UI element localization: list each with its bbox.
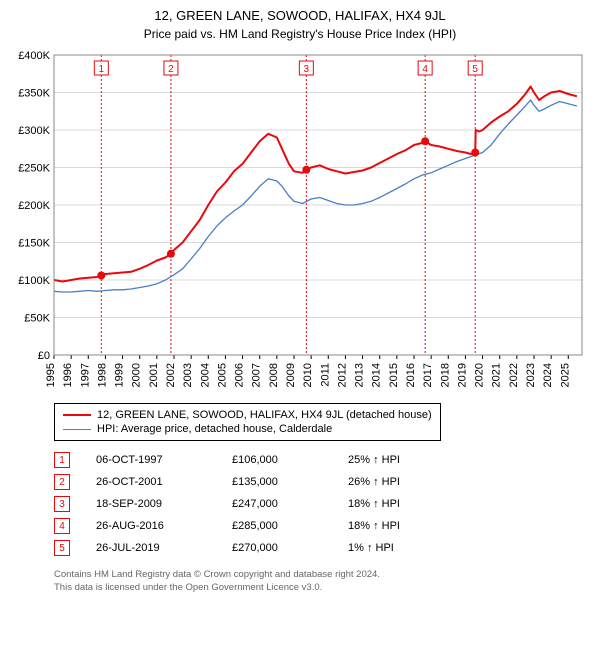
svg-text:1995: 1995 [45, 363, 57, 387]
svg-text:2011: 2011 [319, 363, 331, 387]
sale-marker-box: 4 [54, 518, 70, 534]
legend-swatch [63, 414, 91, 416]
chart-title: 12, GREEN LANE, SOWOOD, HALIFAX, HX4 9JL [10, 8, 590, 23]
legend-label: 12, GREEN LANE, SOWOOD, HALIFAX, HX4 9JL… [97, 409, 432, 421]
sale-date: 26-AUG-2016 [96, 520, 206, 532]
svg-text:2020: 2020 [474, 363, 486, 387]
svg-text:4: 4 [422, 64, 428, 75]
sale-price: £270,000 [232, 542, 322, 554]
svg-text:2015: 2015 [388, 363, 400, 387]
svg-text:2005: 2005 [216, 363, 228, 387]
sale-price: £106,000 [232, 454, 322, 466]
svg-text:2006: 2006 [234, 363, 246, 387]
svg-text:2022: 2022 [508, 363, 520, 387]
svg-text:2012: 2012 [336, 363, 348, 387]
svg-text:2023: 2023 [525, 363, 537, 387]
sale-row: 1 06-OCT-1997 £106,000 25% ↑ HPI [54, 449, 590, 471]
svg-text:1: 1 [99, 64, 105, 75]
svg-text:2017: 2017 [422, 363, 434, 387]
svg-text:£50K: £50K [24, 313, 50, 325]
svg-text:2024: 2024 [542, 363, 554, 387]
svg-text:2021: 2021 [491, 363, 503, 387]
sale-row: 4 26-AUG-2016 £285,000 18% ↑ HPI [54, 515, 590, 537]
svg-text:2018: 2018 [439, 363, 451, 387]
svg-text:1999: 1999 [114, 363, 126, 387]
sale-row: 5 26-JUL-2019 £270,000 1% ↑ HPI [54, 537, 590, 559]
svg-text:£0: £0 [38, 350, 50, 362]
sale-diff: 26% ↑ HPI [348, 476, 438, 488]
svg-text:£100K: £100K [18, 275, 50, 287]
svg-text:2000: 2000 [131, 363, 143, 387]
sale-diff: 18% ↑ HPI [348, 520, 438, 532]
svg-text:2009: 2009 [285, 363, 297, 387]
sales-table: 1 06-OCT-1997 £106,000 25% ↑ HPI 2 26-OCT-200… [54, 449, 590, 559]
sale-marker-box: 2 [54, 474, 70, 490]
svg-text:£400K: £400K [18, 50, 50, 62]
sale-row: 3 18-SEP-2009 £247,000 18% ↑ HPI [54, 493, 590, 515]
svg-text:2002: 2002 [165, 363, 177, 387]
svg-text:£200K: £200K [18, 200, 50, 212]
footer-line-1: Contains HM Land Registry data © Crown c… [54, 569, 590, 582]
chart-subtitle: Price paid vs. HM Land Registry's House … [10, 27, 590, 41]
legend-item: 12, GREEN LANE, SOWOOD, HALIFAX, HX4 9JL… [63, 408, 432, 422]
footer-attribution: Contains HM Land Registry data © Crown c… [54, 569, 590, 595]
legend: 12, GREEN LANE, SOWOOD, HALIFAX, HX4 9JL… [54, 403, 441, 441]
svg-text:2013: 2013 [354, 363, 366, 387]
sale-diff: 25% ↑ HPI [348, 454, 438, 466]
svg-text:2007: 2007 [251, 363, 263, 387]
sale-marker-box: 5 [54, 540, 70, 556]
svg-text:£250K: £250K [18, 163, 50, 175]
svg-text:2010: 2010 [302, 363, 314, 387]
svg-text:1998: 1998 [96, 363, 108, 387]
svg-text:2008: 2008 [268, 363, 280, 387]
sale-date: 26-OCT-2001 [96, 476, 206, 488]
svg-text:1997: 1997 [79, 363, 91, 387]
sale-marker-box: 3 [54, 496, 70, 512]
price-chart: £0 £50K £100K £150K £200K £250K £300K £350K £400… [10, 47, 590, 397]
legend-label: HPI: Average price, detached house, Cald… [97, 423, 332, 435]
svg-text:£300K: £300K [18, 125, 50, 137]
svg-text:2004: 2004 [199, 363, 211, 387]
sale-price: £285,000 [232, 520, 322, 532]
sale-diff: 18% ↑ HPI [348, 498, 438, 510]
sale-row: 2 26-OCT-2001 £135,000 26% ↑ HPI [54, 471, 590, 493]
footer-line-2: This data is licensed under the Open Gov… [54, 582, 590, 595]
svg-text:2019: 2019 [456, 363, 468, 387]
legend-swatch [63, 429, 91, 430]
svg-text:2: 2 [168, 64, 174, 75]
svg-text:2001: 2001 [148, 363, 160, 387]
svg-text:2025: 2025 [559, 363, 571, 387]
sale-date: 18-SEP-2009 [96, 498, 206, 510]
sale-price: £135,000 [232, 476, 322, 488]
svg-text:1996: 1996 [62, 363, 74, 387]
sale-diff: 1% ↑ HPI [348, 542, 438, 554]
svg-text:2014: 2014 [371, 363, 383, 387]
svg-text:3: 3 [304, 64, 310, 75]
svg-text:2016: 2016 [405, 363, 417, 387]
svg-text:£350K: £350K [18, 88, 50, 100]
sale-date: 06-OCT-1997 [96, 454, 206, 466]
sale-date: 26-JUL-2019 [96, 542, 206, 554]
sale-marker-box: 1 [54, 452, 70, 468]
svg-text:5: 5 [472, 64, 478, 75]
sale-price: £247,000 [232, 498, 322, 510]
legend-item: HPI: Average price, detached house, Cald… [63, 422, 432, 436]
svg-text:£150K: £150K [18, 238, 50, 250]
svg-text:2003: 2003 [182, 363, 194, 387]
